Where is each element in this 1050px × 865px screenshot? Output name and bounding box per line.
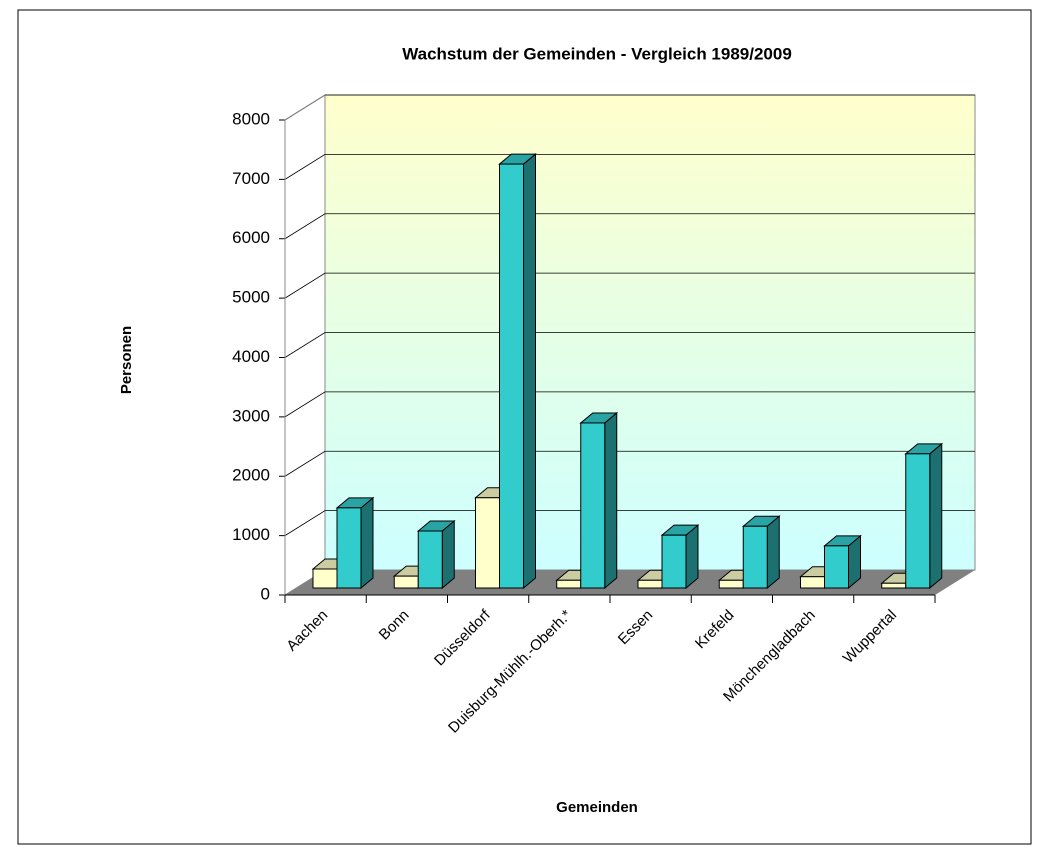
bar-side [441, 519, 455, 590]
grid-line [284, 510, 975, 536]
x-axis-label: Gemeinden [556, 799, 638, 816]
bar-front [718, 579, 744, 589]
bar-side [604, 411, 618, 590]
grid-line [284, 153, 975, 180]
bar-front [824, 545, 849, 589]
y-tick-label: 4000 [232, 347, 270, 366]
bar [335, 496, 375, 590]
bar-front [499, 163, 524, 589]
bar-front [417, 530, 443, 589]
bar-front [556, 579, 582, 589]
y-tick-label: 6000 [232, 228, 270, 247]
bar-side [685, 524, 699, 590]
bar [416, 519, 456, 590]
y-tick-label: 5000 [232, 288, 270, 307]
bar [823, 534, 862, 590]
bar [904, 442, 944, 590]
bar-front [580, 422, 606, 589]
chart-title: Wachstum der Gemeinden - Vergleich 1989/… [402, 44, 792, 63]
grid-line [284, 332, 975, 358]
bar-front [881, 582, 907, 589]
bar [579, 411, 619, 590]
y-tick-label: 8000 [232, 109, 270, 128]
y-tick-label: 1000 [232, 525, 270, 544]
bar-side [523, 152, 536, 590]
bar-front [336, 507, 362, 589]
bar [498, 152, 537, 590]
bar-side [360, 496, 374, 590]
bar-side [929, 442, 943, 590]
grid-line [284, 391, 975, 418]
bar-front [637, 579, 663, 589]
bar-front [393, 575, 419, 589]
bar-side [766, 515, 780, 590]
grid-line [284, 450, 975, 477]
y-axis [284, 94, 326, 595]
y-axis-label: Personen [118, 326, 135, 394]
grid-line [284, 213, 975, 240]
floor [285, 570, 975, 595]
bar-front [905, 453, 931, 589]
bar [660, 524, 700, 590]
bar-front [661, 534, 687, 589]
y-tick-label: 2000 [232, 466, 270, 485]
bar-front [475, 497, 500, 589]
grid-line [284, 272, 975, 299]
y-tick-label: 7000 [232, 169, 270, 188]
bar-front [742, 525, 768, 589]
bar-front [800, 576, 825, 589]
bar [741, 515, 781, 590]
y-tick-label: 0 [261, 584, 270, 603]
y-tick-label: 3000 [232, 406, 270, 425]
bar-front [312, 568, 338, 589]
